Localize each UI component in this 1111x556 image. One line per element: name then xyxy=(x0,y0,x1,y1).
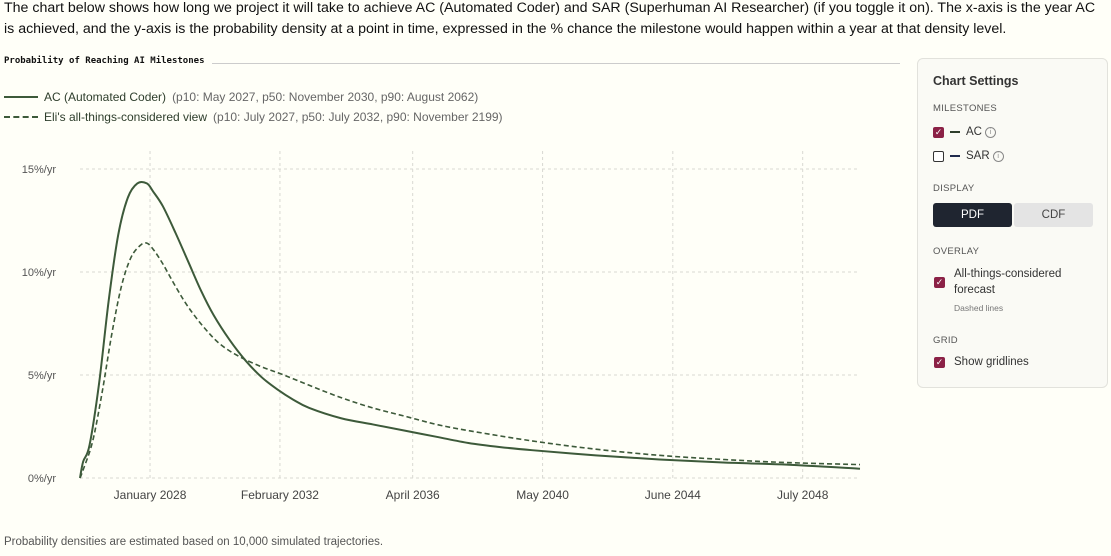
legend-name: Eli's all-things-considered view xyxy=(44,110,208,124)
grid-option-label[interactable]: Show gridlines xyxy=(954,356,1029,368)
info-icon[interactable]: i xyxy=(984,126,996,138)
series-line-icon xyxy=(950,131,960,133)
x-tick-label: July 2048 xyxy=(777,488,829,502)
chart-plot: 0%/yr 5%/yr 10%/yr 15%/yr January 2028 Februa… xyxy=(22,151,861,502)
legend-swatch-dashed xyxy=(4,116,38,118)
display-section-label: DISPLAY xyxy=(933,183,975,194)
grid-section-label: GRID xyxy=(933,335,958,346)
checkmark-icon[interactable]: ✓ xyxy=(934,357,945,368)
milestone-label: AC xyxy=(966,126,982,138)
x-tick-label: May 2040 xyxy=(516,488,569,502)
x-tick-label: January 2028 xyxy=(114,488,187,502)
legend-stats: (p10: May 2027, p50: November 2030, p90:… xyxy=(172,90,479,104)
intro-text: The chart below shows how long we projec… xyxy=(4,0,1096,37)
checkbox-empty-icon[interactable] xyxy=(933,150,944,162)
chart-title-row: Probability of Reaching AI Milestones xyxy=(4,56,900,70)
x-tick-label: April 2036 xyxy=(386,488,440,502)
series-line-ac xyxy=(79,181,861,479)
title-divider xyxy=(212,63,900,64)
display-cdf-button[interactable]: CDF xyxy=(1014,203,1093,227)
footnote: Probability densities are estimated base… xyxy=(4,536,384,548)
overlay-option-label[interactable]: All-things-considered forecast xyxy=(954,268,1062,296)
y-tick-label: 10%/yr xyxy=(22,267,57,279)
overlay-sublabel: Dashed lines xyxy=(954,303,1004,313)
legend-swatch-solid xyxy=(4,96,38,98)
milestone-toggle-sar[interactable]: SAR i xyxy=(933,148,1004,164)
legend-item-ac: AC (Automated Coder) (p10: May 2027, p50… xyxy=(4,87,503,107)
y-tick-label: 15%/yr xyxy=(22,164,57,176)
info-icon[interactable]: i xyxy=(992,150,1004,162)
checkmark-icon[interactable]: ✓ xyxy=(933,126,944,138)
milestones-section-label: MILESTONES xyxy=(933,103,998,114)
y-tick-label: 0%/yr xyxy=(28,473,56,485)
display-pdf-button[interactable]: PDF xyxy=(933,203,1012,227)
chart-title: Probability of Reaching AI Milestones xyxy=(4,56,211,66)
overlay-section-label: OVERLAY xyxy=(933,246,980,257)
legend-item-eli: Eli's all-things-considered view (p10: J… xyxy=(4,107,503,127)
x-tick-label: February 2032 xyxy=(241,488,319,502)
y-tick-label: 5%/yr xyxy=(28,370,56,382)
milestone-toggle-ac[interactable]: ✓ AC i xyxy=(933,124,996,140)
chart-settings-panel: Chart Settings MILESTONES ✓ AC i SAR i D… xyxy=(917,58,1108,388)
milestone-label: SAR xyxy=(966,150,990,162)
legend-stats: (p10: July 2027, p50: July 2032, p90: No… xyxy=(213,110,503,124)
checkmark-icon[interactable]: ✓ xyxy=(934,277,945,288)
legend-name: AC (Automated Coder) xyxy=(44,90,167,104)
series-line-icon xyxy=(950,155,960,157)
x-tick-label: June 2044 xyxy=(645,488,701,502)
series-line-eli xyxy=(79,242,861,479)
settings-title: Chart Settings xyxy=(933,74,1019,88)
chart-legend: AC (Automated Coder) (p10: May 2027, p50… xyxy=(4,87,503,127)
